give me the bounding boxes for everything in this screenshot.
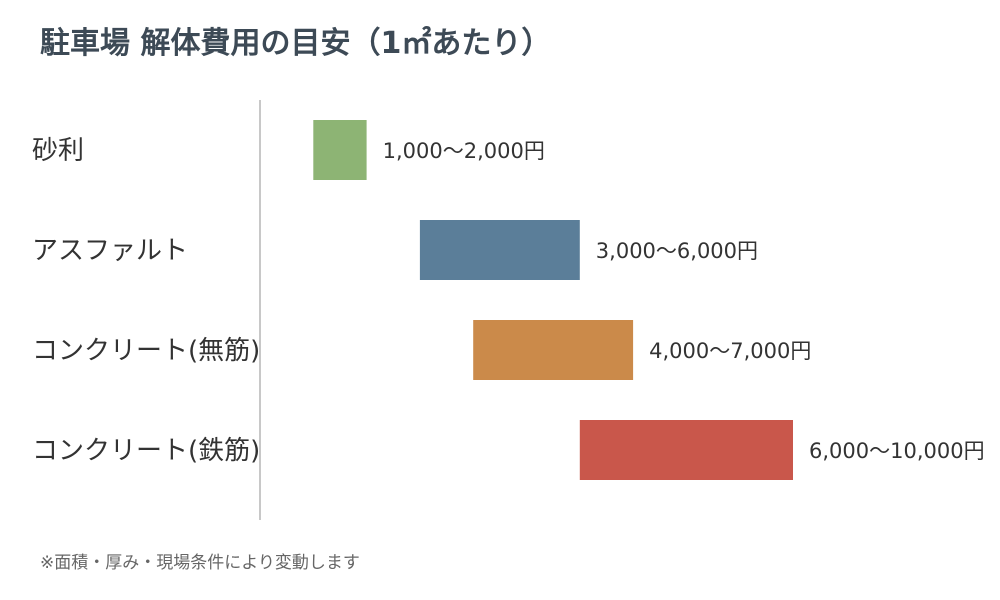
category-label: アスファルト: [32, 236, 188, 266]
value-label: 6,000〜10,000円: [809, 439, 985, 463]
value-label: 4,000〜7,000円: [649, 339, 811, 363]
range-bar: [313, 120, 367, 180]
category-label: コンクリート(無筋): [32, 336, 260, 366]
category-label: 砂利: [32, 136, 84, 166]
category-label: コンクリート(鉄筋): [32, 436, 260, 466]
range-bar: [579, 420, 793, 480]
range-bar: [473, 320, 634, 380]
range-bar: [419, 220, 580, 280]
chart-title: 駐車場 解体費用の目安（1㎡あたり）: [40, 26, 552, 61]
value-label: 3,000〜6,000円: [596, 239, 758, 263]
footnote: ※面積・厚み・現場条件により変動します: [40, 553, 360, 573]
value-label: 1,000〜2,000円: [383, 139, 545, 163]
